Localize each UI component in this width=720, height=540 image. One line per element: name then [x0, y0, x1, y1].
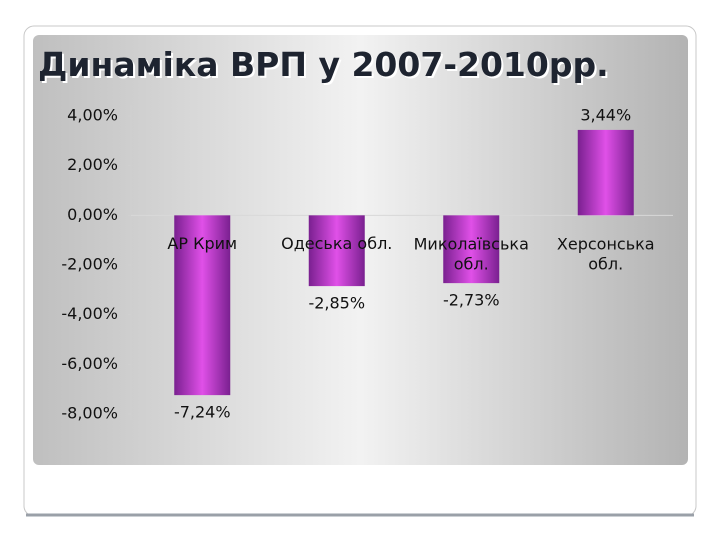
y-tick-label: 4,00% — [67, 106, 118, 125]
label-line: Херсонська — [557, 234, 655, 253]
data-label: -7,24% — [174, 403, 231, 422]
bar — [308, 215, 365, 287]
y-tick-label: -4,00% — [61, 304, 118, 323]
y-tick-label: -8,00% — [61, 404, 118, 423]
bar — [174, 215, 231, 396]
y-tick-label: -6,00% — [61, 354, 118, 373]
y-tick-label: 0,00% — [67, 205, 118, 224]
label-line: Миколаївська — [414, 234, 529, 253]
data-label: -2,73% — [443, 291, 500, 310]
title-shadow: Динаміка ВРП у 2007-2010рр. — [40, 47, 611, 86]
x-tick-label: Херсонська обл. — [557, 234, 655, 273]
x-tick-label: Одеська обл. — [281, 234, 392, 253]
label-line: обл. — [454, 254, 489, 273]
slide-title: Динаміка ВРП у 2007-2010рр. — [38, 45, 609, 84]
y-tick-label: 2,00% — [67, 155, 118, 174]
x-tick-label: АР Крим — [167, 234, 237, 253]
label-line: обл. — [588, 254, 623, 273]
bar — [443, 215, 500, 284]
data-label: 3,44% — [580, 105, 631, 124]
x-tick-label: Миколаївська обл. — [414, 234, 529, 273]
data-label: -2,85% — [308, 294, 365, 313]
bar — [577, 129, 634, 216]
y-tick-label: -2,00% — [61, 255, 118, 274]
